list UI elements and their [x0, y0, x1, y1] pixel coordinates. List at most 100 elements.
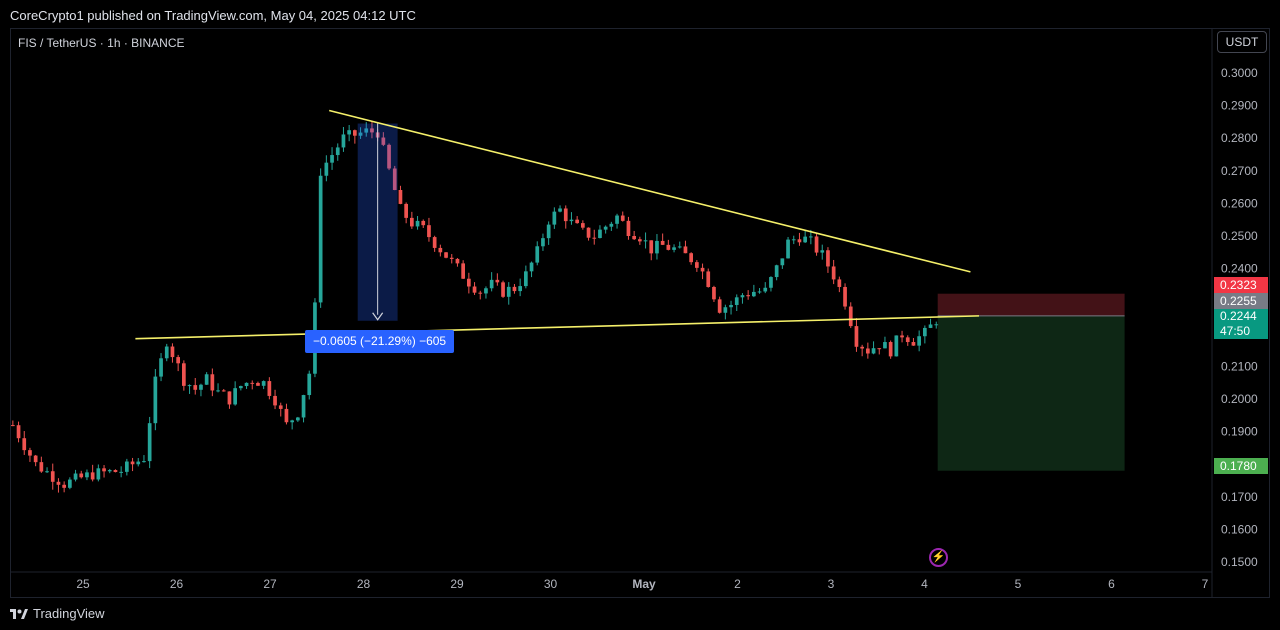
price-tick-label: 0.2800 — [1221, 131, 1258, 145]
candle-body — [843, 286, 847, 307]
position-zones — [937, 293, 1125, 471]
candle-body — [353, 130, 357, 136]
candle-body — [917, 336, 921, 346]
candle-body — [683, 246, 688, 254]
candle-body — [546, 224, 551, 239]
time-tick-label: May — [632, 577, 656, 591]
candle-body — [284, 408, 289, 423]
candle-body — [757, 291, 762, 293]
price-tick-label: 0.2700 — [1221, 164, 1258, 178]
take-profit-zone[interactable] — [937, 315, 1125, 471]
candle-body — [73, 473, 78, 480]
candle-body — [723, 307, 728, 313]
candle-body — [125, 461, 129, 472]
candle-body — [33, 455, 38, 463]
candle-body — [888, 342, 893, 357]
time-tick-label: 6 — [1108, 577, 1115, 591]
stop-loss-zone[interactable] — [937, 293, 1125, 316]
candle-body — [256, 382, 260, 386]
entry-price-tag: 0.2255 — [1214, 293, 1268, 309]
candle-body — [649, 240, 654, 254]
candle-body — [90, 472, 95, 480]
publish-text: CoreCrypto1 published on TradingView.com… — [10, 8, 416, 23]
candle-body — [871, 348, 876, 354]
time-tick-label: 2 — [734, 577, 741, 591]
lightning-icon[interactable]: ⚡ — [929, 548, 948, 567]
candle-body — [632, 235, 636, 240]
time-tick-label: 5 — [1015, 577, 1022, 591]
candle-body — [615, 215, 619, 224]
candle-body — [706, 271, 711, 287]
candle-body — [170, 346, 175, 358]
price-tick-label: 0.3000 — [1221, 66, 1258, 80]
candle-body — [193, 385, 198, 390]
candle-body — [512, 286, 517, 292]
candle-body — [501, 282, 505, 297]
trendline[interactable] — [329, 109, 971, 273]
candle-body — [575, 219, 579, 224]
publish-bar: CoreCrypto1 published on TradingView.com… — [0, 0, 1280, 28]
measure-arrow-head — [372, 312, 384, 321]
candle-body — [518, 286, 522, 292]
candle-body — [774, 265, 779, 278]
candle-body — [660, 240, 665, 245]
price-tick-label: 0.1500 — [1221, 555, 1258, 569]
candle-body — [119, 471, 123, 473]
candle-body — [626, 220, 631, 236]
candle-body — [717, 299, 722, 313]
candle-body — [250, 382, 255, 384]
stop-price-tag: 0.2323 — [1214, 277, 1268, 293]
price-tick-label: 0.2400 — [1221, 262, 1258, 276]
time-tick-label: 7 — [1202, 577, 1209, 591]
measure-label: −0.0605 (−21.29%) −605 — [305, 330, 455, 353]
candle-body — [410, 217, 414, 227]
candle-body — [449, 257, 454, 259]
candle-body — [592, 237, 597, 239]
candle-body — [364, 128, 369, 133]
candle-body — [672, 247, 676, 250]
candle-body — [142, 461, 146, 463]
candle-body — [347, 130, 351, 135]
drawings[interactable] — [135, 109, 980, 340]
candle-body — [472, 286, 477, 293]
tradingview-logo[interactable]: TradingView — [10, 606, 105, 621]
candle-body — [392, 168, 397, 190]
candle-body — [729, 304, 733, 308]
candle-body — [484, 288, 488, 294]
candle-body — [911, 342, 916, 346]
candle-body — [603, 226, 608, 230]
candle-body — [803, 236, 807, 243]
candle-body — [780, 258, 785, 266]
candle-body — [16, 425, 21, 439]
candle-body — [79, 473, 84, 478]
candle-body — [22, 438, 27, 451]
candle-body — [85, 472, 89, 478]
candle-body — [695, 262, 699, 268]
candle-body — [290, 420, 294, 423]
trendline[interactable] — [135, 315, 980, 340]
candle-body — [221, 390, 226, 392]
candle-body — [569, 219, 574, 222]
symbol-title[interactable]: FIS / TetherUS · 1h · BINANCE — [18, 36, 185, 50]
candle-body — [421, 220, 426, 226]
candle-body — [877, 348, 882, 350]
candle-body — [598, 229, 602, 238]
candle-body — [826, 250, 830, 267]
price-tick-label: 0.1600 — [1221, 522, 1258, 536]
candle-body — [267, 381, 272, 396]
time-tick-label: 30 — [544, 577, 558, 591]
candle-body — [387, 144, 391, 169]
candle-body — [883, 342, 887, 349]
candle-body — [854, 326, 859, 347]
candle-body — [763, 287, 768, 292]
target-price-tag: 0.1780 — [1214, 458, 1268, 474]
candle-body — [404, 203, 408, 218]
currency-button[interactable]: USDT — [1217, 31, 1267, 53]
candle-body — [700, 267, 705, 272]
candle-body — [905, 337, 910, 343]
candle-body — [461, 263, 465, 279]
candle-body — [204, 374, 209, 385]
candle-body — [187, 385, 192, 387]
candle-body — [341, 134, 346, 148]
